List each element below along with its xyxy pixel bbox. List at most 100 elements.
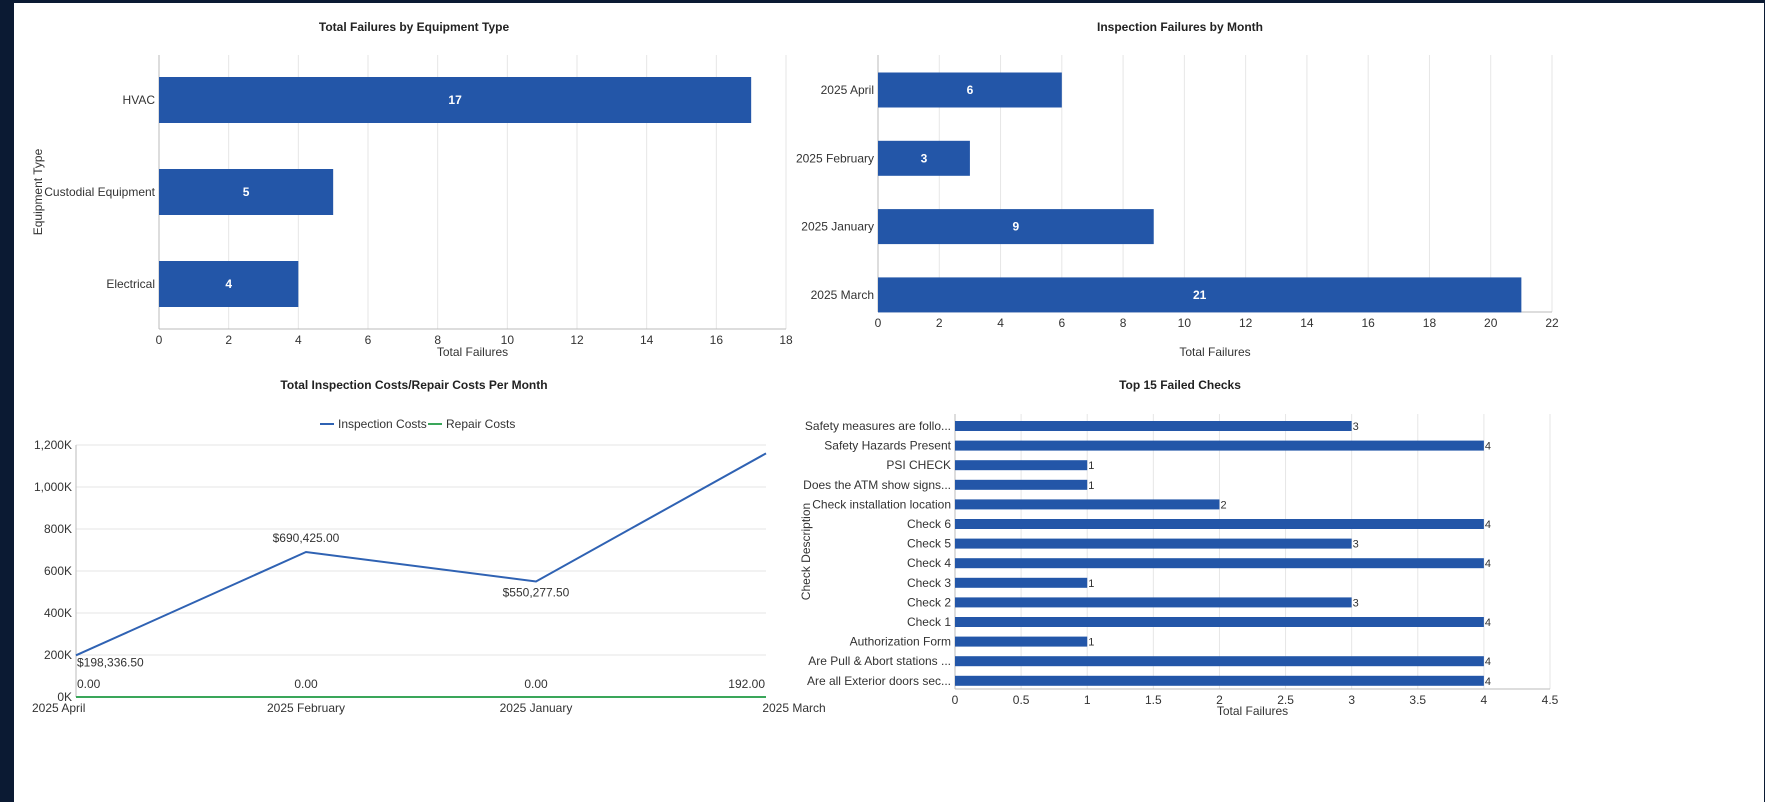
bar[interactable] <box>878 140 970 176</box>
x-axis-title: Total Failures <box>1217 704 1288 718</box>
x-tick-label: 2 <box>936 316 943 330</box>
bar[interactable] <box>955 499 1220 510</box>
x-tick-label: 8 <box>434 333 441 347</box>
y-tick-label: 0K <box>57 690 72 704</box>
bar[interactable] <box>955 538 1352 549</box>
category-label: Check 4 <box>907 556 951 570</box>
x-tick-label: 10 <box>501 333 515 347</box>
x-tick-label: 16 <box>710 333 724 347</box>
data-label: 6 <box>967 83 974 97</box>
legend: Inspection Costs Repair Costs <box>320 417 515 431</box>
data-label: 1 <box>1088 578 1094 590</box>
x-tick-label: 16 <box>1362 316 1376 330</box>
category-label: Check 5 <box>907 537 951 551</box>
data-label: 0.00 <box>77 677 101 691</box>
bar[interactable] <box>159 77 752 123</box>
series-line[interactable] <box>75 452 767 657</box>
bar[interactable] <box>878 277 1522 313</box>
legend-label: Repair Costs <box>446 417 515 431</box>
x-tick-label: 6 <box>365 333 372 347</box>
x-tick-label: 3.5 <box>1409 693 1426 707</box>
bar[interactable] <box>955 421 1352 431</box>
data-label: 0.00 <box>524 677 548 691</box>
x-tick-label: 4 <box>1481 693 1488 707</box>
x-tick-label: 18 <box>1423 316 1437 330</box>
bar[interactable] <box>878 72 1062 108</box>
x-tick-label: 18 <box>779 333 793 347</box>
x-tick-label: 4 <box>295 333 302 347</box>
data-label: 0.00 <box>294 677 318 691</box>
data-label: 2 <box>1220 499 1226 511</box>
chart-months: Inspection Failures by Month 0 2 4 6 8 10 12 14 1… <box>796 20 1559 359</box>
category-label: HVAC <box>123 93 156 107</box>
x-tick-label: 14 <box>640 333 654 347</box>
x-tick-label: 2 <box>225 333 232 347</box>
bar[interactable] <box>955 656 1484 667</box>
y-tick-label: 600K <box>44 564 72 578</box>
y-tick-label: 1,000K <box>34 480 72 494</box>
x-tick-label: 20 <box>1484 316 1498 330</box>
data-label: 4 <box>1485 656 1491 668</box>
data-label: 21 <box>1193 288 1207 302</box>
category-label: Safety measures are follo... <box>805 419 951 433</box>
category-label: Check 3 <box>907 576 951 590</box>
bar[interactable] <box>955 440 1484 451</box>
bar[interactable] <box>955 558 1484 569</box>
x-tick-label: 0 <box>156 333 163 347</box>
category-label: Does the ATM show signs... <box>803 478 951 492</box>
x-tick-label: 0.5 <box>1013 693 1030 707</box>
x-tick-label: 0 <box>875 316 882 330</box>
y-axis-title: Equipment Type <box>31 148 45 235</box>
category-label: Electrical <box>106 277 155 291</box>
x-axis-title: Total Failures <box>1179 345 1250 359</box>
category-label: Are Pull & Abort stations ... <box>808 654 951 668</box>
category-label: Are all Exterior doors sec... <box>807 674 951 688</box>
data-label: 4 <box>1485 558 1491 570</box>
bar[interactable] <box>955 577 1088 588</box>
data-label: 1 <box>1088 460 1094 472</box>
x-tick-label: 2025 April <box>32 701 85 715</box>
bar[interactable] <box>955 460 1088 471</box>
x-tick-label: 4.5 <box>1542 693 1559 707</box>
chart-equipment: Total Failures by Equipment Type 0 2 4 6 8 10 1… <box>31 20 793 359</box>
category-label: Check 1 <box>907 615 951 629</box>
y-tick-label: 400K <box>44 606 72 620</box>
x-tick-label: 2 <box>1216 693 1223 707</box>
y-axis-title: Check Description <box>799 503 813 600</box>
data-label: 9 <box>1013 220 1020 234</box>
data-label: 3 <box>1353 421 1359 433</box>
category-label: Check 2 <box>907 595 951 609</box>
data-label: $550,277.50 <box>503 585 570 599</box>
y-tick-label: 1,200K <box>34 438 72 452</box>
x-tick-label: 14 <box>1300 316 1314 330</box>
x-tick-label: 2025 March <box>762 701 825 715</box>
data-label: 5 <box>243 185 250 199</box>
data-label: 17 <box>448 93 462 107</box>
x-tick-label: 10 <box>1178 316 1192 330</box>
bar[interactable] <box>159 169 334 215</box>
data-label: 3 <box>1353 597 1359 609</box>
bar[interactable] <box>878 209 1154 245</box>
chart-title: Inspection Failures by Month <box>1097 20 1263 34</box>
data-label: 3 <box>1353 539 1359 551</box>
x-tick-label: 1.5 <box>1145 693 1162 707</box>
bar[interactable] <box>159 261 299 307</box>
category-label: Custodial Equipment <box>44 185 155 199</box>
x-tick-label: 8 <box>1120 316 1127 330</box>
chart-title: Total Failures by Equipment Type <box>319 20 510 34</box>
data-label: 4 <box>1485 441 1491 453</box>
chart-checks: Top 15 Failed Checks 0 0.5 1 1.5 2 2.5 3 3.5 4 4.5… <box>799 378 1559 718</box>
x-axis-title: Total Failures <box>437 345 508 359</box>
x-tick-label: 6 <box>1058 316 1065 330</box>
bar[interactable] <box>955 479 1088 490</box>
category-label: Safety Hazards Present <box>824 439 951 453</box>
category-label: Check installation location <box>812 497 951 511</box>
bar[interactable] <box>955 617 1484 627</box>
bar[interactable] <box>955 519 1484 529</box>
x-tick-label: 22 <box>1545 316 1559 330</box>
data-label: 4 <box>1485 617 1491 629</box>
data-label: 192.00 <box>728 677 765 691</box>
bar[interactable] <box>955 597 1352 608</box>
bar[interactable] <box>955 636 1088 647</box>
bar[interactable] <box>955 675 1484 686</box>
